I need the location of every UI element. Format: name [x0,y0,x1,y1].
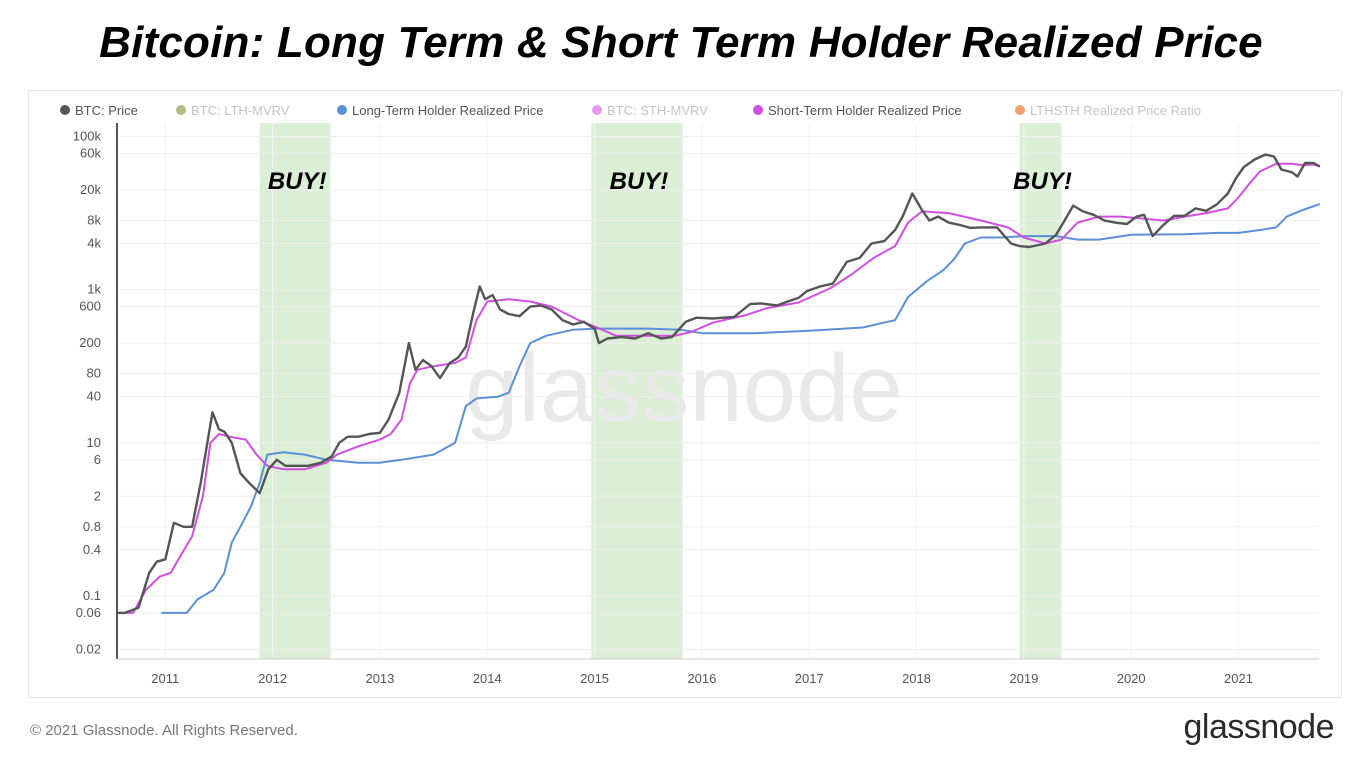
glassnode-logo: glassnode [1183,708,1334,746]
buy-label-2: BUY! [610,168,669,195]
x-tick-label: 2021 [1224,671,1253,686]
y-tick-label: 8k [87,212,101,227]
y-tick-label: 4k [87,236,101,251]
legend-marker[interactable] [592,105,602,115]
legend-item-label[interactable]: BTC: LTH-MVRV [191,103,290,118]
page-title: Bitcoin: Long Term & Short Term Holder R… [99,18,1263,67]
y-tick-label: 20k [80,182,101,197]
series-line-long-term-holder-realized-price [161,203,1320,614]
x-tick-label: 2013 [365,671,394,686]
footer-copyright: © 2021 Glassnode. All Rights Reserved. [30,722,298,739]
y-tick-label: 10 [87,435,101,450]
buy-labels: BUY! BUY! BUY! [268,168,1072,195]
buy-zone-1 [259,123,331,659]
y-tick-label: 600 [79,299,101,314]
x-axis: 2011 2012 2013 2014 2015 2016 2017 2018 2019 2020… [117,658,1319,686]
watermark-text: glassnode [465,335,903,442]
buy-label-3: BUY! [1013,168,1072,195]
y-tick-label: 0.1 [83,588,101,603]
y-tick-label: 0.8 [83,519,101,534]
y-tick-label: 80 [87,366,101,381]
x-tick-label: 2012 [258,671,287,686]
y-tick-label: 6 [94,452,101,467]
legend-item-label[interactable]: Long-Term Holder Realized Price [352,103,543,118]
legend-marker[interactable] [753,105,763,115]
y-tick-label: 100k [73,128,102,143]
y-tick-label: 0.4 [83,542,101,557]
x-tick-label: 2017 [795,671,824,686]
buy-label-1: BUY! [268,168,327,195]
y-tick-label: 2 [94,488,101,503]
legend: BTC: Price BTC: LTH-MVRV Long-Term Holder … [60,103,1201,118]
x-tick-label: 2011 [151,671,179,686]
x-tick-label: 2018 [902,671,931,686]
buy-zone-2 [591,123,683,659]
legend-marker[interactable] [60,105,70,115]
y-axis: 100k 60k 20k 8k 4k 1k 600 200 80 40 10 6 2 0.8 0.4 0.1 0… [73,123,118,659]
legend-item-label[interactable]: BTC: Price [75,103,138,118]
x-tick-label: 2019 [1009,671,1038,686]
legend-item-label[interactable]: Short-Term Holder Realized Price [768,103,962,118]
y-tick-label: 60k [80,145,101,160]
legend-item-label[interactable]: LTHSTH Realized Price Ratio [1030,103,1201,118]
series-layer [115,153,1321,615]
legend-marker[interactable] [337,105,347,115]
x-tick-label: 2016 [687,671,716,686]
y-tick-label: 0.02 [76,641,101,656]
y-tick-label: 200 [79,335,101,350]
series-line-short-term-holder-realized-price [116,162,1320,614]
x-tick-label: 2015 [580,671,609,686]
x-tick-label: 2014 [473,671,502,686]
x-tick-label: 2020 [1117,671,1146,686]
y-tick-label: 0.06 [76,605,101,620]
watermark: glassnode [465,335,903,442]
gridlines [117,123,1319,659]
y-tick-label: 1k [87,282,101,297]
legend-marker[interactable] [176,105,186,115]
series-line-btc-price [115,153,1321,615]
legend-marker[interactable] [1015,105,1025,115]
legend-item-label[interactable]: BTC: STH-MVRV [607,103,708,118]
chart-svg: glassnode 100k 60k 20k 8k 4k 1k 600 200 80 40 10 6 2… [60,103,1321,686]
chart-panel: glassnode 100k 60k 20k 8k 4k 1k 600 200 80 40 10 6 2… [28,90,1342,698]
buy-zone-3 [1019,123,1062,659]
buy-zones [259,123,1062,659]
y-tick-label: 40 [87,389,101,404]
